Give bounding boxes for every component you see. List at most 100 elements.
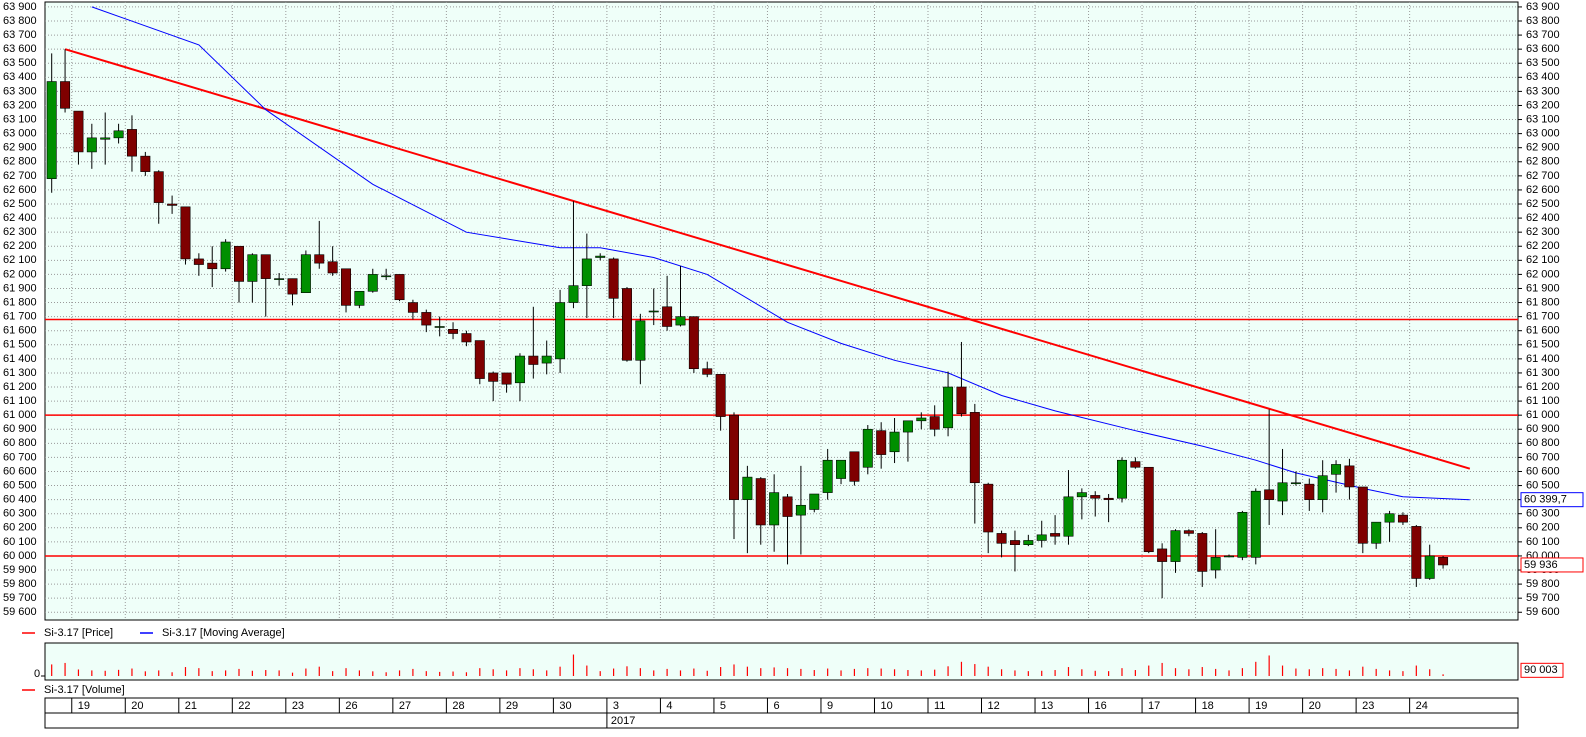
candle-body <box>113 130 124 139</box>
candle-body <box>782 496 793 517</box>
legend-label: Si-3.17 [Moving Average] <box>162 627 285 639</box>
candle-body <box>876 430 887 455</box>
date-label: 16 <box>1095 700 1107 712</box>
candle-body <box>902 420 913 433</box>
y-tick-label: 61 100 <box>3 395 37 407</box>
y-tick-label: 61 900 <box>3 282 37 294</box>
date-label: 29 <box>506 700 518 712</box>
candle-body <box>488 372 499 382</box>
date-label: 26 <box>345 700 357 712</box>
candle-body <box>675 316 686 326</box>
y-tick-label: 61 200 <box>1526 381 1560 393</box>
date-label: 10 <box>880 700 892 712</box>
last-value-box <box>1520 662 1564 678</box>
candle-body <box>1170 530 1181 562</box>
candle-body <box>274 278 285 280</box>
y-tick-label: 61 100 <box>1526 395 1560 407</box>
candle-body <box>126 129 137 157</box>
candle-body <box>1183 530 1194 534</box>
candle-body <box>1411 526 1422 579</box>
candle-body <box>1317 475 1328 500</box>
date-label: 18 <box>1202 700 1214 712</box>
candle-body <box>327 261 338 274</box>
date-label: 21 <box>185 700 197 712</box>
candle-body <box>407 302 418 313</box>
candle-body <box>608 258 619 299</box>
y-tick-label: 63 400 <box>1526 71 1560 83</box>
y-tick-label: 59 800 <box>1526 578 1560 590</box>
y-tick-label: 61 300 <box>3 367 37 379</box>
candle-body <box>836 459 847 479</box>
y-tick-label: 63 200 <box>1526 99 1560 111</box>
y-tick-label: 59 900 <box>3 564 37 576</box>
candle-body <box>1344 465 1355 488</box>
y-tick-label: 62 600 <box>1526 184 1560 196</box>
last-value-label: 60 399,7 <box>1524 494 1567 506</box>
candle-body <box>822 459 833 493</box>
candle-body <box>688 316 699 370</box>
y-tick-label: 59 600 <box>1526 606 1560 618</box>
y-tick-label: 62 400 <box>1526 212 1560 224</box>
date-label: 30 <box>559 700 571 712</box>
candle-body <box>153 171 164 203</box>
y-tick-label: 61 800 <box>1526 296 1560 308</box>
candle-body <box>287 278 298 295</box>
candle-body <box>1197 533 1208 572</box>
y-tick-label: 60 900 <box>1526 423 1560 435</box>
y-tick-label: 63 600 <box>1526 43 1560 55</box>
y-tick-label: 62 700 <box>1526 170 1560 182</box>
y-tick-label: 60 300 <box>1526 508 1560 520</box>
y-tick-label: 63 800 <box>3 15 37 27</box>
candle-body <box>1250 490 1261 558</box>
date-label: 12 <box>988 700 1000 712</box>
candle-body <box>1143 466 1154 553</box>
candle-body <box>849 451 860 482</box>
y-tick-label: 60 800 <box>3 437 37 449</box>
candle-body <box>421 312 432 326</box>
y-tick-label: 60 100 <box>3 536 37 548</box>
date-label: 17 <box>1148 700 1160 712</box>
candle-body <box>260 254 271 279</box>
candle-body <box>180 206 191 260</box>
candle-body <box>514 355 525 384</box>
date-label: 24 <box>1416 700 1428 712</box>
y-tick-label: 60 600 <box>1526 465 1560 477</box>
candle-body <box>140 155 151 172</box>
candle-body <box>367 274 378 292</box>
y-tick-label: 60 300 <box>3 508 37 520</box>
candle-body <box>1237 512 1248 558</box>
y-tick-label: 63 800 <box>1526 15 1560 27</box>
candle-body <box>1424 555 1435 579</box>
candle-body <box>929 416 940 430</box>
volume-tick-label: 0 <box>34 668 40 680</box>
candle-body <box>73 110 84 153</box>
candle-body <box>354 290 365 306</box>
candle-body <box>795 504 806 516</box>
y-tick-label: 60 200 <box>1526 522 1560 534</box>
y-tick-label: 60 000 <box>3 550 37 562</box>
date-label: 13 <box>1041 700 1053 712</box>
candle-body <box>1130 461 1141 468</box>
candle-body <box>983 483 994 533</box>
candle-body <box>662 306 673 327</box>
date-label: 28 <box>452 700 464 712</box>
candle-body <box>1371 521 1382 544</box>
y-tick-label: 62 900 <box>3 142 37 154</box>
y-tick-label: 62 400 <box>3 212 37 224</box>
y-tick-label: 63 300 <box>3 85 37 97</box>
candle-body <box>742 476 753 500</box>
volume-panel <box>44 642 1519 681</box>
candle-body <box>1438 557 1449 566</box>
candle-body <box>247 254 258 282</box>
candle-body <box>193 258 204 265</box>
candle-body <box>996 533 1007 544</box>
candle-body <box>474 340 485 379</box>
candle-body <box>234 245 244 282</box>
date-label: 19 <box>1255 700 1267 712</box>
y-tick-label: 61 900 <box>1526 282 1560 294</box>
legend-label: Si-3.17 [Price] <box>44 627 113 639</box>
candle-body <box>1103 497 1114 500</box>
y-tick-label: 61 700 <box>3 311 37 323</box>
candle-body <box>541 355 552 364</box>
